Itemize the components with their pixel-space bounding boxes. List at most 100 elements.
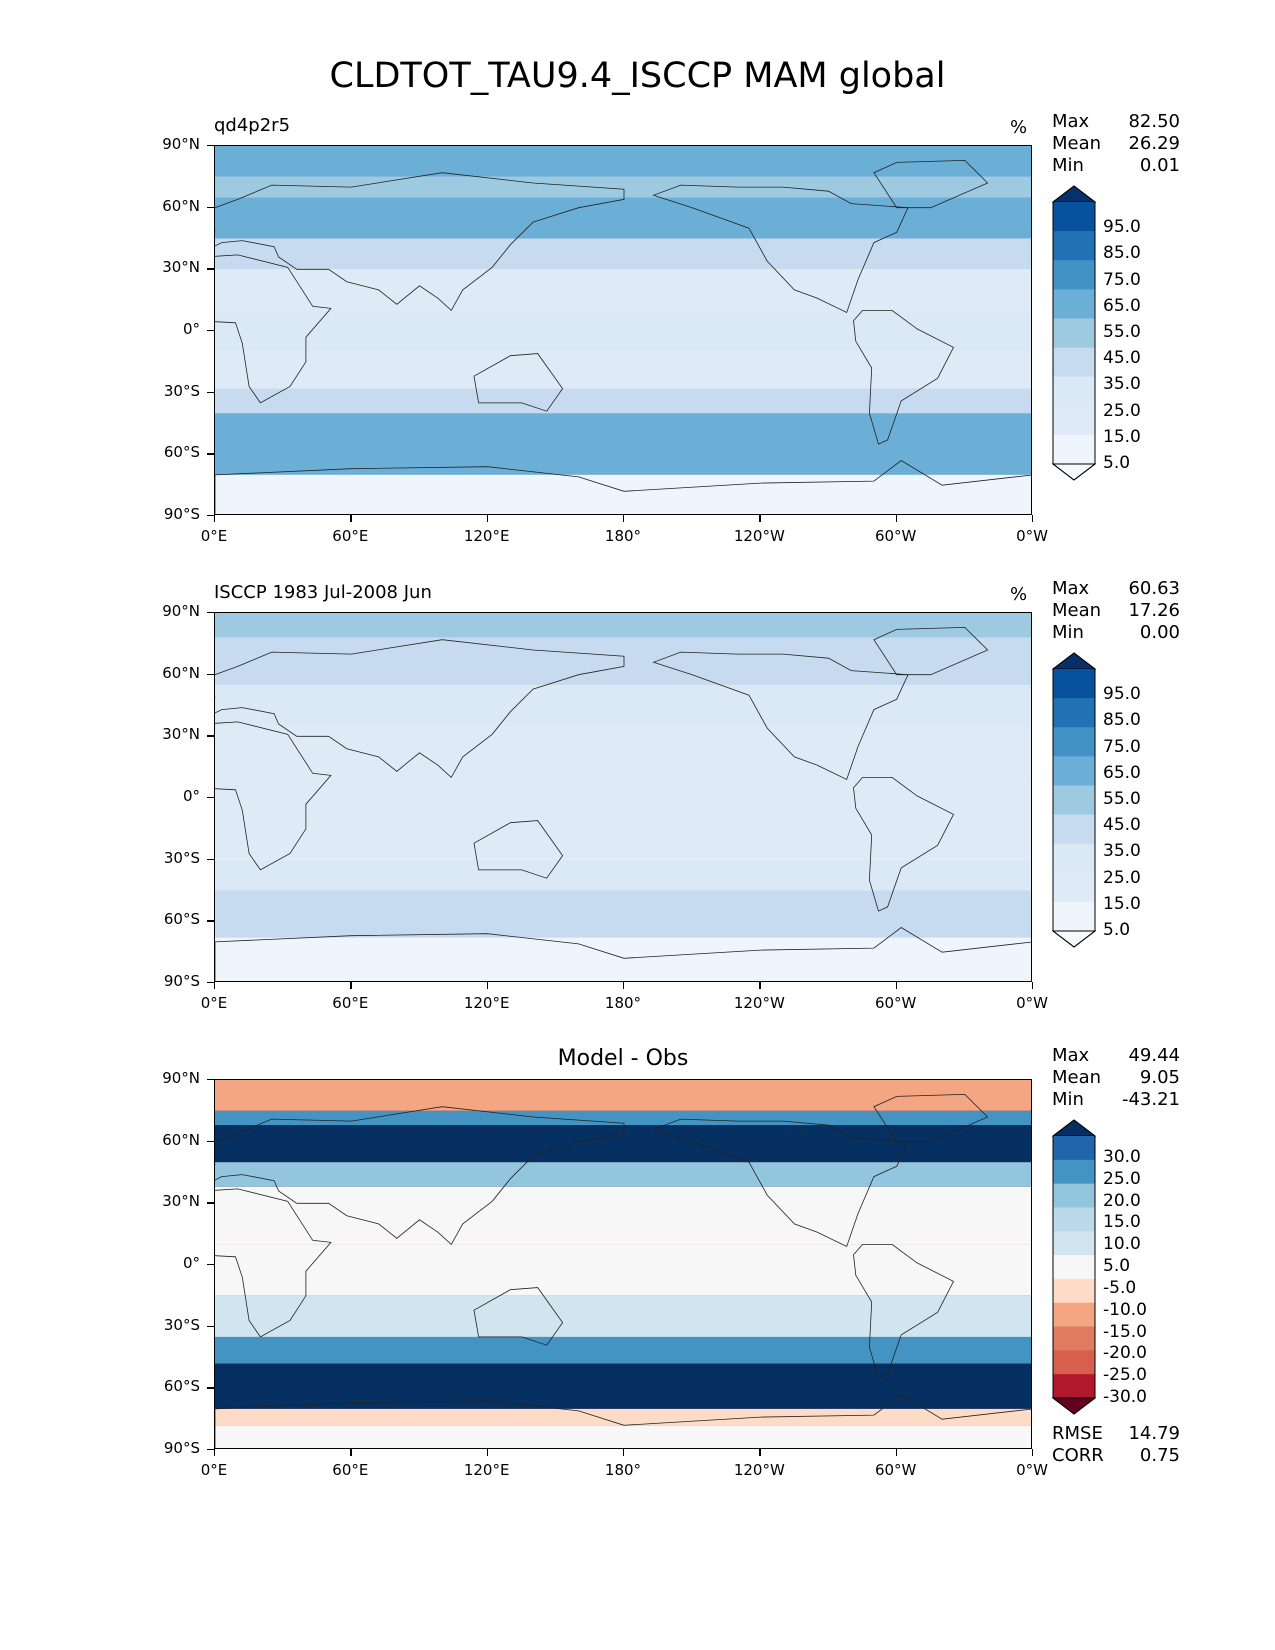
ytick-mark — [207, 145, 214, 147]
colorbar-segment — [1053, 231, 1095, 261]
xtick-label: 180° — [604, 994, 642, 1012]
coastline-eurasia — [215, 172, 625, 312]
colorbar-label: 35.0 — [1103, 841, 1141, 862]
lat-band — [215, 1162, 1031, 1187]
lat-band — [215, 146, 1031, 177]
colorbar-extend-top — [1051, 185, 1097, 203]
ytick-mark — [207, 453, 214, 455]
ytick-mark — [207, 1449, 214, 1451]
colorbar-segment — [1053, 318, 1095, 349]
colorbar-label: 15.0 — [1103, 426, 1141, 447]
lat-band — [215, 890, 1031, 938]
coastline-south-america — [853, 776, 955, 912]
lat-band — [215, 269, 1031, 311]
coastline-north-america — [652, 184, 909, 314]
colorbar-segment — [1053, 376, 1095, 407]
colorbar-segment — [1053, 1183, 1095, 1208]
xtick-mark — [895, 982, 898, 989]
lat-band — [215, 818, 1031, 860]
colorbar-label: 65.0 — [1103, 295, 1141, 316]
colorbar-segment — [1053, 901, 1095, 932]
ytick-mark — [207, 330, 214, 332]
xtick-mark — [350, 1449, 352, 1456]
xtick-label: 0°E — [200, 994, 228, 1012]
coastline-eurasia — [215, 1106, 625, 1246]
stat-row: Mean 26.29 — [1052, 133, 1180, 155]
lat-band — [215, 684, 1031, 727]
stat-label: Mean — [1052, 1067, 1102, 1088]
lat-band — [215, 176, 1031, 198]
ytick-label: 30°S — [163, 1315, 200, 1334]
colorbar-label: 75.0 — [1103, 269, 1141, 290]
lat-band — [215, 197, 1031, 239]
colorbar-label: 65.0 — [1103, 762, 1141, 783]
panel-subtitle: Model - Obs — [557, 1046, 689, 1071]
colorbar-label: -20.0 — [1103, 1343, 1147, 1364]
colorbar-label: 15.0 — [1103, 893, 1141, 914]
xtick-label: 120°W — [733, 527, 785, 545]
lat-band — [215, 726, 1031, 778]
xtick-label: 0°E — [200, 1461, 228, 1479]
xtick-mark — [214, 1449, 216, 1456]
stats-block: Max 49.44 Mean 9.05 Min -43.21 — [1052, 1045, 1180, 1111]
stat-row: Max 82.50 — [1052, 111, 1180, 133]
colorbar-label: 10.0 — [1103, 1234, 1141, 1255]
ytick-label: 0° — [182, 787, 200, 805]
stat-label: Max — [1052, 578, 1090, 599]
stat-row: Mean 17.26 — [1052, 600, 1180, 622]
ytick-label: 0° — [182, 1254, 200, 1272]
xtick-label: 0°W — [1016, 527, 1048, 545]
ytick-mark — [207, 515, 214, 517]
lat-band — [215, 1110, 1031, 1126]
stat-label: Min — [1052, 155, 1084, 176]
ytick-label: 0° — [182, 320, 200, 338]
xtick-label: 120°E — [463, 527, 510, 545]
lat-band — [215, 1244, 1031, 1296]
ytick-label: 30°N — [162, 1192, 200, 1211]
colorbar-label: 95.0 — [1103, 217, 1141, 238]
colorbar-segment — [1053, 1159, 1095, 1185]
xtick-mark — [759, 1449, 761, 1456]
coastline-antarctica — [215, 1394, 1031, 1448]
xtick-label: 60°W — [874, 994, 917, 1012]
ytick-label: 90°S — [163, 972, 200, 990]
coastline-antarctica — [215, 927, 1031, 981]
ytick-mark — [207, 1079, 214, 1081]
stat-row: Min -43.21 — [1052, 1089, 1180, 1111]
units-label: % — [1010, 117, 1028, 138]
stat-label: Mean — [1052, 600, 1102, 621]
stat-value: 60.63 — [1128, 578, 1180, 599]
colorbar-outline — [1052, 652, 1096, 948]
xtick-mark — [895, 1449, 898, 1456]
colorbar-segment — [1053, 1207, 1095, 1232]
colorbar-segment — [1053, 1374, 1095, 1399]
xtick-label: 60°E — [332, 994, 369, 1012]
ytick-label: 30°N — [162, 725, 200, 744]
stat-value: 49.44 — [1128, 1045, 1180, 1066]
lat-band — [215, 474, 1031, 514]
colorbar-segment — [1053, 785, 1095, 816]
colorbar-segment — [1053, 1255, 1095, 1280]
stat-label: Min — [1052, 622, 1084, 643]
ytick-label: 90°N — [162, 135, 200, 153]
ytick-label: 90°N — [162, 602, 200, 620]
ytick-label: 60°N — [162, 663, 200, 682]
xtick-label: 0°W — [1016, 994, 1048, 1012]
coastline-australia — [473, 1287, 564, 1346]
colorbar-segment — [1053, 347, 1095, 378]
stat-row: Max 60.63 — [1052, 578, 1180, 600]
xtick-label: 120°E — [463, 994, 510, 1012]
stat-value: 9.05 — [1139, 1067, 1180, 1088]
ytick-mark — [207, 391, 214, 394]
xtick-label: 180° — [604, 1461, 642, 1479]
map-area — [214, 1079, 1032, 1449]
ytick-label: 30°S — [163, 381, 200, 400]
colorbar-segment — [1053, 1302, 1095, 1328]
stat-label: Max — [1052, 111, 1090, 132]
lat-band — [215, 310, 1031, 352]
colorbar-label: 20.0 — [1103, 1190, 1141, 1211]
colorbar-label: 25.0 — [1103, 400, 1141, 421]
colorbar-segment — [1053, 1326, 1095, 1351]
coastline-greenland — [873, 626, 989, 676]
lat-band — [215, 238, 1031, 270]
